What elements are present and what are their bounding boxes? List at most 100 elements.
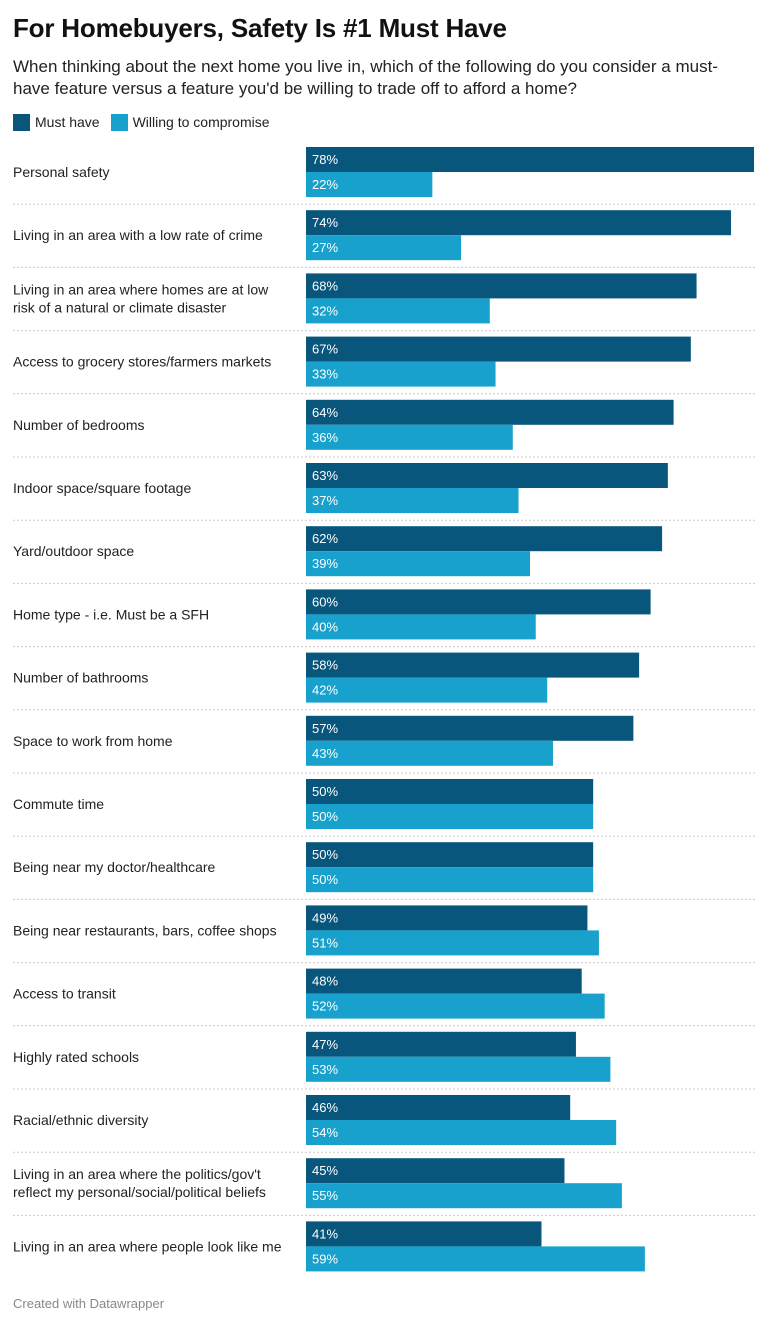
value-label-must-have: 57%	[312, 721, 338, 736]
bar-compromise	[306, 804, 594, 829]
value-label-compromise: 40%	[312, 619, 338, 634]
chart-row: Access to transit 48% 52%	[13, 962, 755, 1019]
bar-compromise	[306, 740, 553, 766]
value-label-must-have: 50%	[312, 847, 338, 862]
value-label-must-have: 48%	[312, 974, 338, 989]
bar-must-have	[306, 1158, 565, 1184]
chart-row: Living in an area where the politics/gov…	[13, 1151, 755, 1209]
chart-row: Living in an area with a low rate of cri…	[13, 203, 755, 261]
bar-compromise	[306, 1183, 622, 1209]
chart-row: Commute time 50% 50%	[13, 772, 755, 829]
chart-row: Yard/outdoor space 62% 39%	[13, 519, 755, 577]
chart-row: Racial/ethnic diversity 46% 54%	[13, 1088, 755, 1145]
chart-row: Indoor space/square footage 63% 37%	[13, 456, 755, 513]
legend-swatch-compromise	[110, 113, 128, 131]
category-label: Commute time	[13, 796, 104, 812]
chart-row: Living in an area where homes are at low…	[13, 266, 755, 324]
value-label-must-have: 64%	[312, 405, 338, 420]
bar-compromise	[306, 235, 462, 261]
value-label-compromise: 42%	[312, 683, 338, 698]
bar-compromise	[306, 677, 548, 703]
category-label: Personal safety	[13, 164, 110, 180]
bar-must-have	[306, 1031, 576, 1057]
bar-must-have	[306, 589, 651, 615]
value-label-compromise: 37%	[312, 493, 338, 508]
value-label-must-have: 78%	[312, 152, 338, 167]
bar-must-have	[306, 715, 634, 741]
bar-compromise	[306, 361, 496, 387]
bar-compromise	[306, 488, 519, 513]
category-label: Access to transit	[13, 986, 116, 1002]
category-label: Indoor space/square footage	[13, 480, 191, 496]
value-label-compromise: 52%	[312, 999, 338, 1014]
bar-must-have	[306, 779, 594, 804]
category-label: Being near restaurants, bars, coffee sho…	[13, 922, 277, 938]
value-label-compromise: 50%	[312, 809, 338, 824]
category-label: Number of bedrooms	[13, 417, 145, 433]
value-label-compromise: 27%	[312, 240, 338, 255]
bar-must-have	[306, 1095, 571, 1120]
chart-row: Personal safety 78% 22%	[13, 147, 754, 197]
bar-compromise	[306, 1246, 645, 1272]
value-label-must-have: 45%	[312, 1163, 338, 1178]
category-label: Space to work from home	[13, 733, 173, 749]
bar-compromise	[306, 172, 433, 197]
bar-must-have	[306, 463, 668, 488]
category-label: Number of bathrooms	[13, 670, 148, 686]
bar-compromise	[306, 298, 490, 324]
category-label: Access to grocery stores/farmers markets	[13, 354, 271, 370]
bar-compromise	[306, 614, 536, 640]
chart-row: Being near my doctor/healthcare 50% 50%	[13, 835, 755, 893]
bar-must-have	[306, 842, 594, 868]
category-label: Highly rated schools	[13, 1049, 139, 1065]
value-label-compromise: 59%	[312, 1251, 338, 1266]
value-label-compromise: 32%	[312, 303, 338, 318]
bar-must-have	[306, 968, 582, 994]
legend-item-compromise: Willing to compromise	[110, 113, 270, 131]
bar-must-have	[306, 526, 663, 552]
bar-compromise	[306, 993, 605, 1019]
bar-compromise	[306, 1056, 611, 1082]
chart-row: Living in an area where people look like…	[13, 1214, 755, 1272]
bar-must-have	[306, 905, 588, 931]
bar-compromise	[306, 867, 594, 893]
value-label-must-have: 58%	[312, 658, 338, 673]
value-label-must-have: 67%	[312, 342, 338, 357]
value-label-compromise: 36%	[312, 430, 338, 445]
category-label: Being near my doctor/healthcare	[13, 859, 216, 875]
value-label-must-have: 74%	[312, 215, 338, 230]
value-label-must-have: 49%	[312, 910, 338, 925]
bar-compromise	[306, 551, 530, 577]
chart-row: Number of bedrooms 64% 36%	[13, 393, 755, 450]
legend-label-compromise: Willing to compromise	[132, 114, 270, 130]
value-label-must-have: 46%	[312, 1100, 338, 1115]
bar-compromise	[306, 1120, 617, 1145]
category-label: Living in an area with a low rate of cri…	[13, 227, 263, 243]
legend-item-must-have: Must have	[13, 113, 100, 131]
chart-row: Access to grocery stores/farmers markets…	[13, 330, 755, 387]
value-label-must-have: 62%	[312, 531, 338, 546]
bar-must-have	[306, 147, 754, 172]
value-label-must-have: 63%	[312, 468, 338, 483]
value-label-compromise: 50%	[312, 872, 338, 887]
category-label: Living in an area where homes are at low…	[13, 281, 269, 315]
value-label-compromise: 39%	[312, 556, 338, 571]
chart-title: For Homebuyers, Safety Is #1 Must Have	[13, 13, 507, 43]
footer-credit: Created with Datawrapper	[13, 1296, 165, 1311]
bar-chart: Personal safety 78% 22% Living in an area w…	[13, 147, 755, 1272]
category-label: Home type - i.e. Must be a SFH	[13, 606, 209, 622]
value-label-compromise: 51%	[312, 935, 338, 950]
value-label-compromise: 43%	[312, 746, 338, 761]
value-label-must-have: 60%	[312, 594, 338, 609]
value-label-compromise: 55%	[312, 1188, 338, 1203]
value-label-must-have: 41%	[312, 1226, 338, 1241]
value-label-compromise: 53%	[312, 1062, 338, 1077]
bar-must-have	[306, 1221, 542, 1247]
value-label-compromise: 22%	[312, 177, 338, 192]
bar-must-have	[306, 399, 674, 425]
bar-compromise	[306, 930, 599, 956]
category-label: Yard/outdoor space	[13, 543, 134, 559]
bar-must-have	[306, 652, 640, 678]
value-label-must-have: 50%	[312, 784, 338, 799]
chart-row: Home type - i.e. Must be a SFH 60% 40%	[13, 582, 755, 640]
